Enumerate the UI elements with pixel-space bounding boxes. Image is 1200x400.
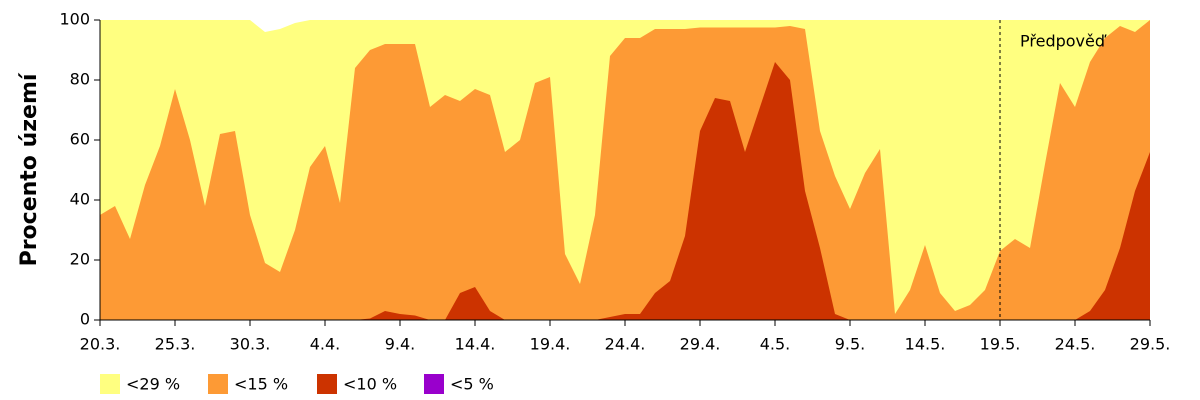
x-tick-label: 19.5. — [980, 335, 1021, 354]
y-axis-label: Procento území — [17, 72, 42, 266]
x-tick-label: 19.4. — [530, 335, 571, 354]
x-tick-label: 30.3. — [230, 335, 271, 354]
legend-label: <10 % — [343, 375, 397, 394]
x-tick-label: 4.5. — [760, 335, 791, 354]
legend-swatch — [317, 374, 337, 394]
x-tick-label: 9.5. — [835, 335, 866, 354]
legend-swatch — [208, 374, 228, 394]
x-tick-label: 9.4. — [385, 335, 416, 354]
legend-label: <15 % — [234, 375, 288, 394]
y-tick-label: 60 — [70, 130, 90, 149]
x-tick-label: 29.4. — [680, 335, 721, 354]
legend-swatch — [100, 374, 120, 394]
x-tick-label: 24.4. — [605, 335, 646, 354]
legend-label: <5 % — [450, 375, 494, 394]
x-tick-label: 14.5. — [905, 335, 946, 354]
legend-label: <29 % — [126, 375, 180, 394]
x-tick-label: 25.3. — [155, 335, 196, 354]
x-tick-label: 14.4. — [455, 335, 496, 354]
y-tick-label: 0 — [80, 310, 90, 329]
y-tick-label: 80 — [70, 70, 90, 89]
y-tick-label: 100 — [59, 10, 90, 29]
legend-swatch — [424, 374, 444, 394]
annotation: Předpověď — [1020, 32, 1107, 51]
x-tick-label: 20.3. — [80, 335, 121, 354]
y-tick-label: 20 — [70, 250, 90, 269]
area — [100, 20, 1150, 320]
x-tick-label: 29.5. — [1130, 335, 1171, 354]
x-tick-label: 24.5. — [1055, 335, 1096, 354]
x-tick-label: 4.4. — [310, 335, 341, 354]
y-tick-label: 40 — [70, 190, 90, 209]
